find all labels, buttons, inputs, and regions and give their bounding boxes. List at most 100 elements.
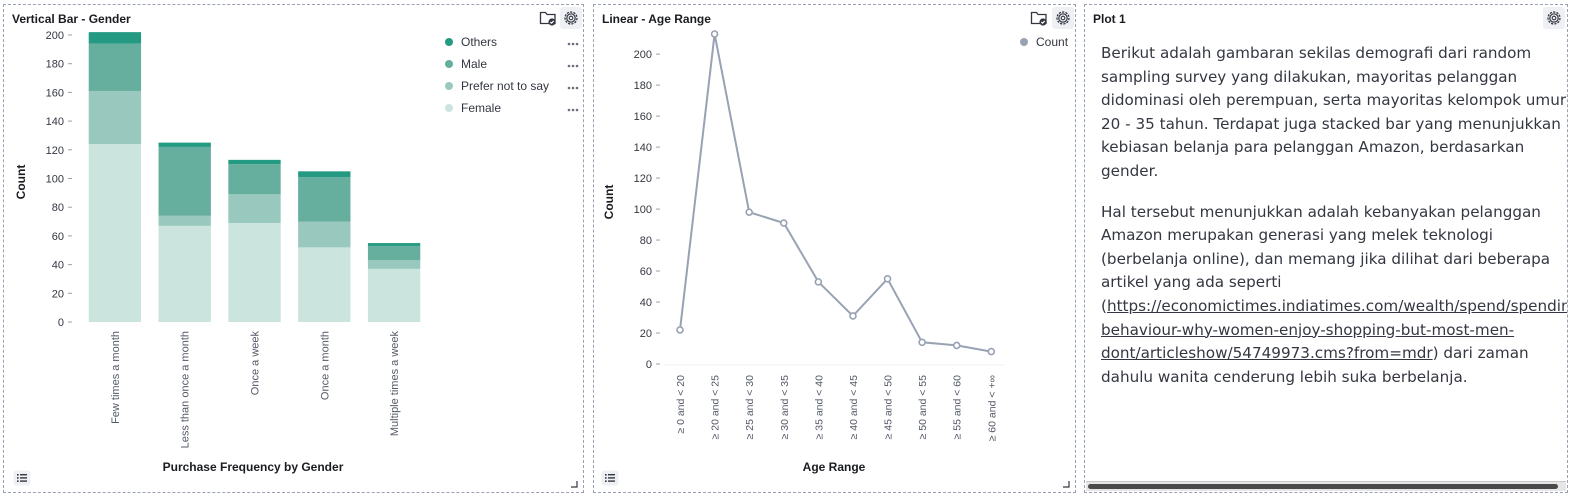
- bar-segment-female: [298, 247, 351, 322]
- data-point[interactable]: [710, 30, 719, 38]
- legend-swatch: [445, 38, 453, 46]
- text-line: kebiasan belanja para pelanggan Amazon, …: [1101, 138, 1525, 157]
- panel-title: Plot 1: [1093, 12, 1126, 26]
- y-tick-label: 120: [46, 145, 64, 157]
- x-tick-label: ≥ 40 and < 45: [848, 375, 860, 440]
- panel-plot-1: Plot 1 Berikut adalah gambaran sekilas d…: [1084, 4, 1568, 493]
- y-tick-label: 60: [640, 266, 652, 278]
- bar-segment-male: [367, 245, 421, 261]
- article-link[interactable]: https://economictimes.indiatimes.com/wea…: [1101, 296, 1568, 363]
- x-tick-label: ≥ 25 and < 30: [744, 375, 756, 440]
- data-point[interactable]: [987, 347, 996, 356]
- y-tick-label: 180: [634, 80, 652, 92]
- y-tick-label: 140: [634, 142, 652, 154]
- series-line-count: [679, 33, 992, 353]
- x-tick-label: ≥ 50 and < 55: [917, 375, 929, 440]
- text-line: artikel yang ada seperti: [1101, 273, 1282, 292]
- bar-segment-female: [158, 225, 211, 322]
- y-tick-label: 100: [634, 204, 652, 216]
- text-fragment: (: [1101, 296, 1107, 315]
- y-tick-label: 80: [640, 235, 652, 247]
- legend-item-count: Count: [1036, 35, 1069, 49]
- more-dots-icon: [571, 64, 575, 68]
- bar-segment-prefer-not-to-say: [228, 194, 281, 223]
- text-line: 20 - 35 tahun. Terdapat juga stacked bar…: [1101, 114, 1561, 133]
- bar-segment-male: [298, 177, 351, 222]
- x-tick-label: Multiple times a week: [389, 331, 401, 437]
- bar-segment-male: [228, 164, 281, 195]
- list-icon[interactable]: [13, 470, 31, 486]
- y-tick-label: 0: [646, 359, 652, 371]
- gear-icon[interactable]: [1543, 7, 1565, 29]
- gear-icon[interactable]: [1052, 7, 1074, 29]
- data-point[interactable]: [849, 312, 857, 320]
- x-tick-label: Once a week: [250, 331, 262, 396]
- text-fragment: ) dari zaman: [1432, 344, 1529, 363]
- data-point[interactable]: [918, 338, 926, 347]
- bar-segment-female: [228, 222, 281, 322]
- bar-segment-prefer-not-to-say: [158, 215, 211, 226]
- bar-segment-prefer-not-to-say: [298, 221, 351, 248]
- bar-segment-female: [367, 268, 421, 322]
- text-line: gender.: [1101, 161, 1159, 180]
- bar-segment-others: [228, 159, 281, 165]
- chart-age-range-line: 0 20 40 60 80 100 120 140 160 180 200 ≥ 0 and < 20…: [602, 30, 1069, 474]
- x-tick-label: ≥ 0 and < 20: [675, 375, 687, 434]
- y-tick-label: 20: [52, 288, 64, 300]
- more-dots-icon: [575, 64, 579, 68]
- folder-check-icon[interactable]: [539, 10, 557, 26]
- text-line: (berbelanja online), dan memang jika dil…: [1101, 249, 1551, 268]
- bar-segment-male: [158, 146, 211, 216]
- y-tick-label: 160: [46, 87, 64, 99]
- resize-handle-icon[interactable]: [1062, 480, 1070, 488]
- legend-item-others: Others: [461, 35, 497, 49]
- legend-swatch: [445, 60, 453, 68]
- link-line[interactable]: https://economictimes.indiatimes.com/wea…: [1106, 296, 1568, 315]
- legend-item-male: Male: [461, 57, 487, 71]
- more-dots-icon: [575, 42, 579, 46]
- link-line[interactable]: behaviour-why-women-enjoy-shopping-but-m…: [1101, 320, 1515, 339]
- more-dots-icon: [567, 42, 571, 46]
- legend-item-female: Female: [461, 101, 501, 115]
- legend-swatch: [445, 104, 453, 112]
- resize-handle-icon[interactable]: [570, 480, 578, 488]
- legend-item-prefer-not-to-say: Prefer not to say: [461, 79, 549, 93]
- horizontal-scrollbar[interactable]: [1086, 481, 1566, 491]
- panel-title: Linear - Age Range: [602, 12, 711, 26]
- data-point[interactable]: [883, 274, 892, 283]
- chart-gender-stacked-bar: 0 20 40 60 80 100 120 140 160 180 200 Few times a …: [14, 30, 579, 474]
- panel-linear-age-range: Linear - Age Range 0 20 40 60 80 100 120 140 160…: [593, 4, 1076, 493]
- data-point[interactable]: [779, 219, 788, 227]
- gear-icon[interactable]: [560, 7, 582, 29]
- more-dots-icon: [575, 86, 579, 90]
- x-tick-label: ≥ 35 and < 40: [813, 375, 825, 440]
- y-tick-label: 180: [46, 59, 64, 71]
- text-line: Berikut adalah gambaran sekilas demograf…: [1101, 44, 1532, 62]
- y-tick-label: 80: [52, 202, 64, 214]
- text-line: Amazon merupakan generasi yang melek tek…: [1101, 226, 1494, 245]
- x-tick-label: ≥ 60 and < +∞: [986, 375, 998, 441]
- data-point[interactable]: [814, 278, 823, 286]
- data-point[interactable]: [676, 326, 684, 334]
- list-icon[interactable]: [601, 470, 619, 486]
- x-tick-label: ≥ 30 and < 35: [779, 375, 791, 440]
- x-tick-label: Few times a month: [110, 331, 122, 424]
- bar-segment-male: [88, 43, 142, 91]
- y-tick-label: 100: [46, 174, 64, 186]
- folder-check-icon[interactable]: [1030, 10, 1048, 26]
- link-line[interactable]: dont/articleshow/54749973.cms?from=mdr: [1101, 344, 1433, 363]
- more-dots-icon: [571, 108, 575, 112]
- more-dots-icon: [571, 42, 575, 46]
- more-dots-icon: [571, 86, 575, 90]
- y-tick-label: 0: [58, 317, 64, 329]
- x-axis-label: Purchase Frequency by Gender: [163, 460, 344, 474]
- markdown-content: Berikut adalah gambaran sekilas demograf…: [1101, 42, 1568, 406]
- y-tick-label: 40: [640, 297, 652, 309]
- data-point[interactable]: [952, 341, 961, 350]
- scrollbar-thumb[interactable]: [1088, 484, 1558, 489]
- data-point[interactable]: [745, 208, 753, 216]
- y-axis-label: Count: [14, 165, 28, 200]
- text-line: didominasi oleh perempuan, serta mayorit…: [1101, 91, 1567, 110]
- y-tick-label: 200: [634, 49, 652, 61]
- bar-segment-prefer-not-to-say: [88, 90, 142, 145]
